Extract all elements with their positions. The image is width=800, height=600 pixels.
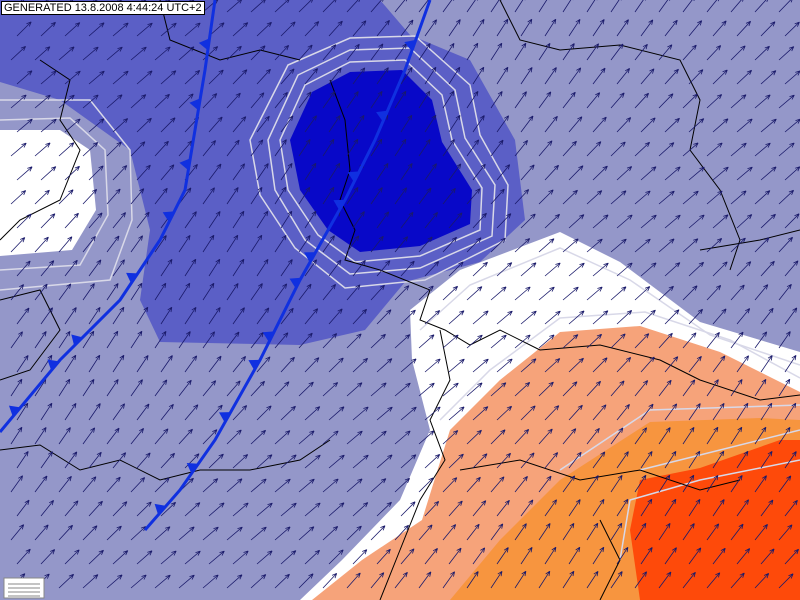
red-area [630, 440, 800, 600]
timestamp-label: GENERATED 13.8.2008 4:44:24 UTC+2 [1, 1, 205, 15]
cold-fronts [0, 0, 432, 531]
front-triangle [179, 158, 191, 171]
front-triangle [154, 503, 167, 515]
front-triangle [404, 39, 416, 52]
front-triangle [8, 405, 21, 417]
wind-arrows [10, 0, 800, 589]
front-triangle [126, 272, 138, 284]
legend-icon [3, 577, 45, 599]
front-triangle [47, 359, 59, 371]
front-triangle [162, 211, 175, 223]
front-triangle [186, 462, 199, 474]
wind-vectors [10, 0, 800, 589]
front-triangle [304, 252, 316, 263]
front-triangle [376, 110, 388, 122]
front-triangle [347, 171, 360, 183]
front-triangle [262, 331, 275, 343]
front-triangle [71, 334, 83, 346]
front-triangle [198, 38, 210, 51]
front-triangle [289, 277, 302, 289]
front-triangle [333, 199, 346, 211]
front-triangle [248, 359, 261, 371]
front-triangle [189, 98, 201, 111]
front-triangle [219, 412, 231, 423]
deep-blue-core [290, 70, 472, 252]
